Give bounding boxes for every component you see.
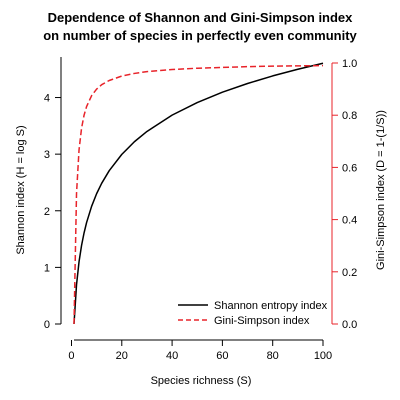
chart-title-line-2: on number of species in perfectly even c… [43,28,357,43]
shannon-line [73,62,324,325]
legend-label-shannon: Shannon entropy index [214,300,328,312]
x-ticks: 0 20 40 60 80 100 [68,340,332,362]
legend: Shannon entropy index Gini-Simpson index [178,300,328,327]
y-right-tick-label: 1.0 [342,58,357,70]
y-left-tick-label: 4 [44,93,50,105]
y-left-axis-label: Shannon index (H = log S) [15,125,27,254]
series-layer [73,62,324,325]
legend-label-gini: Gini-Simpson index [214,315,310,327]
x-axis-label: Species richness (S) [151,375,252,387]
y-right-axis-label: Gini-Simpson index (D = 1-(1/S)) [375,110,387,270]
y-right-tick-label: 0.4 [342,215,357,227]
y-left-tick-label: 3 [44,149,50,161]
y-left-ticks: 0 1 2 3 4 [44,93,61,331]
y-left-tick-label: 2 [44,206,50,218]
y-right-tick-label: 0.8 [342,110,357,122]
y-left-tick-label: 1 [44,262,50,274]
chart-title-line-1: Dependence of Shannon and Gini-Simpson i… [48,10,354,25]
x-tick-label: 0 [68,350,74,362]
x-tick-label: 20 [116,350,128,362]
y-right-tick-label: 0.2 [342,267,357,279]
y-right-ticks: 0.0 0.2 0.4 0.6 0.8 1.0 [332,58,357,331]
x-tick-label: 100 [314,350,332,362]
y-right-tick-label: 0.6 [342,162,357,174]
x-tick-label: 80 [267,350,279,362]
y-left-tick-label: 0 [44,319,50,331]
y-right-tick-label: 0.0 [342,319,357,331]
x-tick-label: 40 [166,350,178,362]
x-tick-label: 60 [216,350,228,362]
gini-simpson-line [73,64,324,325]
